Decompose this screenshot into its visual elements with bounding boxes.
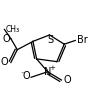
Text: Br: Br bbox=[77, 36, 88, 45]
Text: CH₃: CH₃ bbox=[5, 25, 19, 34]
Text: O: O bbox=[23, 71, 30, 81]
Text: S: S bbox=[47, 35, 53, 45]
Text: N: N bbox=[44, 67, 51, 77]
Text: O: O bbox=[63, 75, 71, 85]
Text: O: O bbox=[2, 34, 10, 44]
Text: +: + bbox=[50, 65, 56, 71]
Text: ⁻: ⁻ bbox=[20, 69, 25, 78]
Text: O: O bbox=[1, 57, 9, 67]
